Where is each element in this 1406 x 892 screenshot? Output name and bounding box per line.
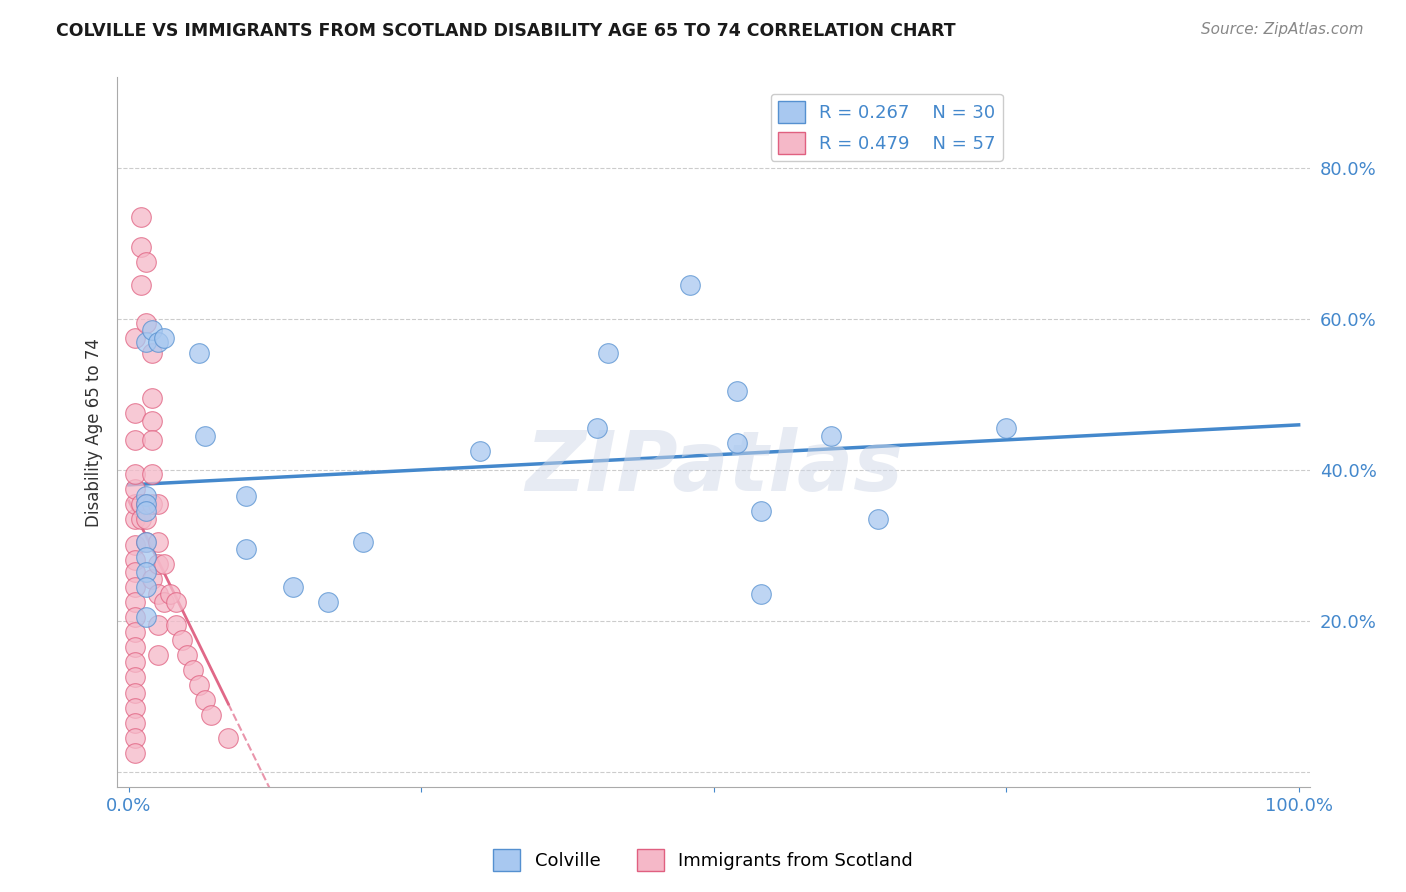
Point <box>153 558 176 572</box>
Point <box>146 334 169 349</box>
Point <box>194 693 217 707</box>
Point <box>598 346 620 360</box>
Point <box>188 678 211 692</box>
Point <box>146 497 169 511</box>
Point <box>124 538 146 552</box>
Point <box>281 580 304 594</box>
Point <box>820 429 842 443</box>
Point <box>124 433 146 447</box>
Point <box>129 512 152 526</box>
Point <box>135 504 157 518</box>
Point <box>749 587 772 601</box>
Point <box>141 572 163 586</box>
Point <box>153 595 176 609</box>
Legend: Colville, Immigrants from Scotland: Colville, Immigrants from Scotland <box>486 842 920 879</box>
Point <box>124 553 146 567</box>
Text: COLVILLE VS IMMIGRANTS FROM SCOTLAND DISABILITY AGE 65 TO 74 CORRELATION CHART: COLVILLE VS IMMIGRANTS FROM SCOTLAND DIS… <box>56 22 956 40</box>
Point <box>135 534 157 549</box>
Point <box>124 610 146 624</box>
Point <box>146 648 169 662</box>
Legend: R = 0.267    N = 30, R = 0.479    N = 57: R = 0.267 N = 30, R = 0.479 N = 57 <box>770 94 1002 161</box>
Point <box>135 512 157 526</box>
Y-axis label: Disability Age 65 to 74: Disability Age 65 to 74 <box>86 338 103 526</box>
Point <box>141 391 163 405</box>
Point <box>217 731 239 745</box>
Point <box>725 384 748 398</box>
Point <box>159 587 181 601</box>
Point <box>194 429 217 443</box>
Text: Source: ZipAtlas.com: Source: ZipAtlas.com <box>1201 22 1364 37</box>
Point <box>995 421 1018 435</box>
Point <box>141 433 163 447</box>
Point <box>141 346 163 360</box>
Point <box>124 482 146 496</box>
Point <box>135 580 157 594</box>
Point <box>129 277 152 292</box>
Point <box>124 406 146 420</box>
Point <box>124 640 146 655</box>
Point <box>124 625 146 640</box>
Point <box>124 467 146 481</box>
Point <box>124 331 146 345</box>
Point <box>124 670 146 684</box>
Point <box>146 587 169 601</box>
Point <box>129 240 152 254</box>
Point <box>866 512 889 526</box>
Point <box>135 489 157 503</box>
Point <box>170 632 193 647</box>
Point <box>181 663 204 677</box>
Point <box>124 656 146 670</box>
Point <box>141 414 163 428</box>
Point <box>725 436 748 450</box>
Point <box>176 648 198 662</box>
Point <box>352 534 374 549</box>
Point <box>679 277 702 292</box>
Point <box>749 504 772 518</box>
Point <box>235 542 257 557</box>
Point <box>316 595 339 609</box>
Point <box>468 444 491 458</box>
Point <box>141 467 163 481</box>
Point <box>165 617 187 632</box>
Point <box>124 715 146 730</box>
Point <box>124 595 146 609</box>
Point <box>135 534 157 549</box>
Point <box>200 708 222 723</box>
Point <box>188 346 211 360</box>
Text: ZIPatlas: ZIPatlas <box>524 427 903 508</box>
Point <box>141 497 163 511</box>
Point <box>124 497 146 511</box>
Point <box>135 565 157 579</box>
Point <box>124 700 146 714</box>
Point <box>124 731 146 745</box>
Point <box>135 255 157 269</box>
Point <box>124 746 146 760</box>
Point <box>129 497 152 511</box>
Point <box>146 617 169 632</box>
Point <box>153 331 176 345</box>
Point <box>135 316 157 330</box>
Point <box>146 534 169 549</box>
Point <box>141 323 163 337</box>
Point <box>235 489 257 503</box>
Point <box>124 512 146 526</box>
Point <box>135 610 157 624</box>
Point <box>135 497 157 511</box>
Point <box>124 565 146 579</box>
Point <box>124 580 146 594</box>
Point <box>129 210 152 224</box>
Point <box>135 549 157 564</box>
Point <box>165 595 187 609</box>
Point <box>124 685 146 699</box>
Point <box>135 334 157 349</box>
Point <box>135 497 157 511</box>
Point <box>146 558 169 572</box>
Point <box>585 421 607 435</box>
